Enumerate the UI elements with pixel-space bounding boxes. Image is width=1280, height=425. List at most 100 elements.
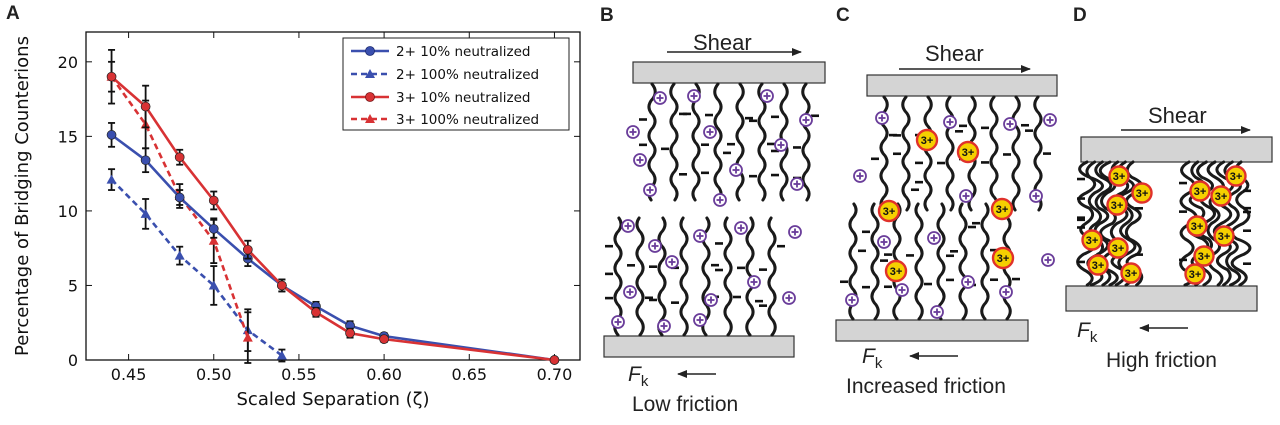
monovalent-counterion (713, 193, 727, 207)
ion-label: 3+ (1111, 200, 1124, 212)
ion-label: 3+ (1113, 171, 1126, 183)
data-point (174, 152, 185, 163)
legend-entry-3: 3+ 10% neutralized (351, 90, 531, 106)
polymer-chain (936, 202, 946, 321)
series-2 (106, 168, 287, 363)
x-tick-label: 0.50 (196, 365, 232, 384)
polymer-brush-bottom-c (840, 202, 1020, 321)
ion-label: 3+ (996, 204, 1009, 216)
legend-entry-4: 3+ 100% neutralized (351, 112, 539, 128)
y-tick-label: 10 (58, 202, 78, 221)
monovalent-counterion (648, 239, 662, 253)
monovalent-counterion (782, 291, 796, 305)
data-point (140, 101, 151, 112)
caption-low-friction: Low friction (632, 393, 738, 416)
monovalent-counterion (875, 111, 889, 125)
x-tick-label: 0.55 (281, 365, 317, 384)
legend-box (342, 37, 570, 131)
bottom-plate-b (603, 335, 795, 358)
ion-label: 3+ (1194, 186, 1207, 198)
monovalent-counterion (790, 177, 804, 191)
monovalent-counterion (1003, 117, 1017, 131)
data-point (311, 307, 321, 318)
monovalent-counterion (633, 153, 647, 167)
polymer-chain (945, 95, 955, 212)
x-tick-label: 0.65 (451, 365, 487, 384)
monovalent-counterion (611, 315, 625, 329)
polymer-chain (647, 82, 657, 202)
trivalent-ion: 3+ (1210, 185, 1232, 207)
legend-label-2: 2+ 100% neutralized (396, 67, 539, 83)
monovalent-counterion (845, 293, 859, 307)
y-tick-label: 20 (58, 53, 78, 72)
top-plate-d (1080, 136, 1273, 163)
chart-legend: 2+ 10% neutralized 2+ 100% neutralized 3… (342, 37, 570, 131)
ion-label: 3+ (997, 253, 1010, 265)
trivalent-ion: 3+ (884, 259, 908, 283)
caption-high-friction: High friction (1106, 349, 1217, 372)
schematic-high-friction: Shear 3+3+3+3+3+3+3+3+ 3+3+3+3+3+3+ Fk Hi… (1065, 103, 1273, 372)
data-point (379, 334, 389, 344)
data-point (208, 280, 219, 290)
monovalent-counterion (693, 229, 707, 243)
monovalent-counterion (687, 89, 701, 103)
monovalent-counterion (788, 225, 802, 239)
legend-entry-1: 2+ 10% neutralized (351, 44, 531, 60)
shear-label-c: Shear (925, 41, 984, 66)
monovalent-counterion (959, 189, 973, 203)
polymer-chain (958, 202, 968, 321)
monovalent-counterion (665, 255, 679, 269)
series-3 (106, 48, 560, 365)
polymer-chain (901, 95, 911, 212)
trivalent-ion: 3+ (1131, 182, 1153, 204)
counterions-c: 3+ 3+ 3+ 3+ 3+ 3+ (845, 111, 1057, 319)
monovalent-counterion (930, 305, 944, 319)
ion-label: 3+ (1198, 251, 1211, 263)
data-point (208, 223, 219, 234)
monovalent-counterion (927, 231, 941, 245)
monovalent-counterion (734, 221, 748, 235)
data-point (242, 332, 253, 342)
trivalent-ion: 3+ (956, 140, 980, 164)
force-label-c: Fk (862, 345, 883, 372)
ion-label: 3+ (1215, 191, 1228, 203)
polymer-chain (723, 216, 733, 337)
trivalent-ions-d: 3+3+3+3+3+3+3+3+ 3+3+3+3+3+3+ (1081, 165, 1247, 285)
series-line (110, 178, 283, 357)
data-point (208, 235, 219, 245)
panel-letter-b: B (600, 5, 614, 26)
schematic-low-friction: Shear Fk Low friction (603, 30, 826, 416)
polymer-chain (870, 202, 880, 321)
y-tick-label: 5 (68, 276, 78, 295)
monovalent-counterion (999, 285, 1013, 299)
polymer-chain (980, 202, 990, 321)
bottom-plate-c (835, 319, 1029, 342)
ion-label: 3+ (890, 266, 903, 278)
monovalent-counterion (626, 125, 640, 139)
trivalent-ion: 3+ (1108, 165, 1130, 187)
trivalent-ion: 3+ (1087, 254, 1109, 276)
x-axis-label: Scaled Separation (ζ) (237, 389, 430, 410)
monovalent-counterion (877, 235, 891, 249)
monovalent-counterion (853, 169, 867, 183)
monovalent-counterion (703, 125, 717, 139)
legend-label-1: 2+ 10% neutralized (396, 44, 531, 60)
force-label-b: Fk (628, 363, 649, 390)
ion-label: 3+ (1230, 171, 1243, 183)
monovalent-counterion (1043, 113, 1057, 127)
polymer-chain (657, 216, 667, 337)
trivalent-ion: 3+ (1184, 263, 1206, 285)
polymer-chain (1206, 160, 1225, 287)
legend-entry-2: 2+ 100% neutralized (351, 67, 539, 83)
data-point (276, 350, 287, 360)
monovalent-counterion (774, 138, 788, 152)
polymer-chain (914, 202, 924, 321)
monovalent-counterion (895, 283, 909, 297)
plot-area (85, 31, 581, 361)
trivalent-ion: 3+ (990, 197, 1014, 221)
polymer-chain (767, 216, 777, 337)
series-line (110, 133, 555, 362)
monovalent-counterion (643, 183, 657, 197)
trivalent-ion: 3+ (1189, 180, 1211, 202)
